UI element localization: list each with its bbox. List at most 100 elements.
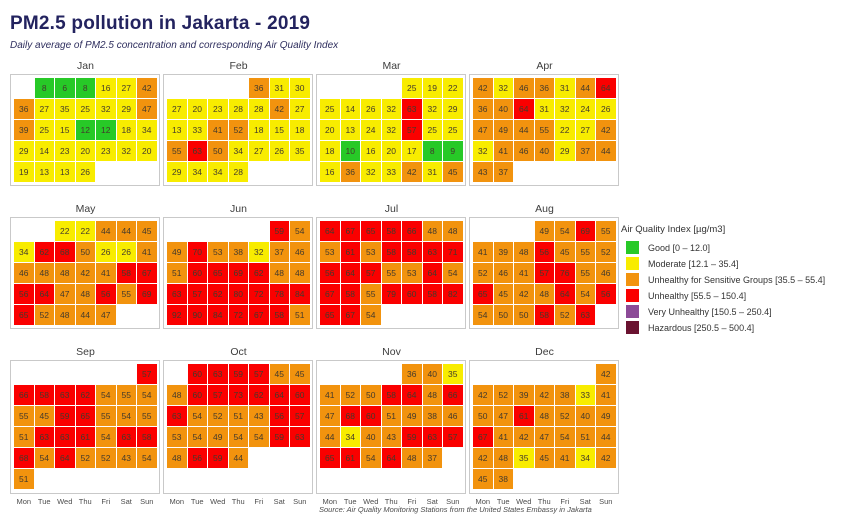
day-cell: 51 (575, 427, 595, 447)
day-cell: 54 (187, 406, 207, 426)
day-cell (167, 221, 187, 241)
day-label: Sun (446, 497, 460, 506)
day-cell: 58 (422, 284, 442, 304)
day-cell: 57 (443, 427, 463, 447)
day-cell: 29 (14, 141, 34, 161)
day-cell: 53 (402, 263, 422, 283)
day-cell: 8 (75, 78, 95, 98)
day-cell: 76 (555, 263, 575, 283)
day-cell: 42 (473, 448, 493, 468)
day-cell: 22 (75, 221, 95, 241)
day-cell: 44 (320, 427, 340, 447)
day-cell: 48 (422, 221, 442, 241)
day-cell: 25 (320, 99, 340, 119)
day-cell: 58 (402, 242, 422, 262)
day-cell: 55 (167, 141, 187, 161)
day-cell: 35 (443, 364, 463, 384)
day-cell: 42 (534, 385, 554, 405)
day-cell: 58 (534, 305, 554, 325)
day-cell: 52 (208, 406, 228, 426)
day-cell: 6 (55, 78, 75, 98)
day-cell: 73 (228, 385, 248, 405)
day-cell (382, 78, 402, 98)
day-labels: Mon Tue Wed Thu Fri Sat Sun (469, 497, 620, 506)
day-cell: 63 (575, 305, 595, 325)
day-cell: 55 (381, 263, 401, 283)
day-cell: 60 (187, 385, 207, 405)
day-cell (535, 162, 555, 182)
day-cell: 22 (55, 221, 75, 241)
day-cell: 37 (269, 242, 289, 262)
day-cell: 56 (596, 284, 616, 304)
day-label: Thu (78, 497, 92, 506)
day-cell (167, 364, 187, 384)
day-cell: 48 (55, 305, 75, 325)
day-cell: 31 (555, 78, 575, 98)
day-cell: 32 (422, 99, 442, 119)
day-cell: 42 (402, 162, 422, 182)
day-cell: 36 (340, 162, 360, 182)
day-cell (208, 78, 228, 98)
day-cell (35, 221, 55, 241)
day-cell: 57 (534, 263, 554, 283)
day-label: Sat (579, 497, 591, 506)
day-label: Mon (322, 497, 338, 506)
day-cell: 55 (361, 284, 381, 304)
day-cell: 59 (208, 448, 228, 468)
day-cell: 55 (596, 221, 616, 241)
day-cell: 20 (320, 120, 340, 140)
day-cell: 32 (381, 120, 401, 140)
day-cell: 46 (596, 263, 616, 283)
day-cell (229, 221, 249, 241)
day-cell: 44 (514, 120, 534, 140)
day-cell (249, 221, 269, 241)
day-cell: 29 (443, 99, 463, 119)
day-cell: 48 (269, 263, 289, 283)
day-cell: 13 (55, 162, 75, 182)
day-cell (341, 364, 361, 384)
day-cell: 56 (187, 448, 207, 468)
day-cell: 63 (208, 364, 228, 384)
day-cell: 49 (596, 406, 616, 426)
day-cell: 46 (290, 242, 310, 262)
day-cell: 35 (514, 448, 534, 468)
day-cell: 64 (340, 263, 360, 283)
day-cell: 48 (534, 406, 554, 426)
day-cell: 48 (514, 242, 534, 262)
day-cell (137, 162, 157, 182)
day-cell (596, 162, 616, 182)
day-cell: 50 (75, 242, 95, 262)
day-cell: 84 (208, 305, 228, 325)
day-cell (320, 364, 340, 384)
day-cell: 34 (14, 242, 34, 262)
day-cell: 24 (575, 99, 595, 119)
day-cell: 20 (137, 141, 157, 161)
day-cell: 67 (249, 305, 269, 325)
day-cell: 51 (290, 305, 310, 325)
day-cell: 64 (596, 78, 616, 98)
day-cell: 45 (290, 364, 310, 384)
day-label: Wed (516, 497, 532, 506)
day-cell: 42 (473, 385, 493, 405)
day-label: Fri (407, 497, 417, 506)
day-cell: 64 (55, 448, 75, 468)
day-cell: 23 (208, 99, 228, 119)
legend-item: Very Unhealthy [150.5 – 250.4] (621, 305, 849, 318)
day-cell (423, 305, 443, 325)
day-cell: 48 (290, 263, 310, 283)
day-cell: 46 (514, 141, 534, 161)
day-cell: 19 (422, 78, 442, 98)
day-cell: 15 (55, 120, 75, 140)
legend-swatch-icon (626, 241, 639, 254)
day-cell: 51 (14, 427, 34, 447)
day-cell: 36 (473, 99, 493, 119)
month-aug: Aug 49 54 69 55 41 39 48 56 45 55 52 52 46 41 57 76 55 46 6… (469, 203, 620, 329)
day-cell: 42 (514, 284, 534, 304)
day-cell: 39 (514, 385, 534, 405)
day-cell: 54 (443, 263, 463, 283)
day-cell: 34 (137, 120, 157, 140)
month-label: Jan (77, 60, 94, 72)
day-labels: Mon Tue Wed Thu Fri Sat Sun (163, 497, 314, 506)
day-cell: 65 (208, 263, 228, 283)
day-cell: 57 (290, 406, 310, 426)
